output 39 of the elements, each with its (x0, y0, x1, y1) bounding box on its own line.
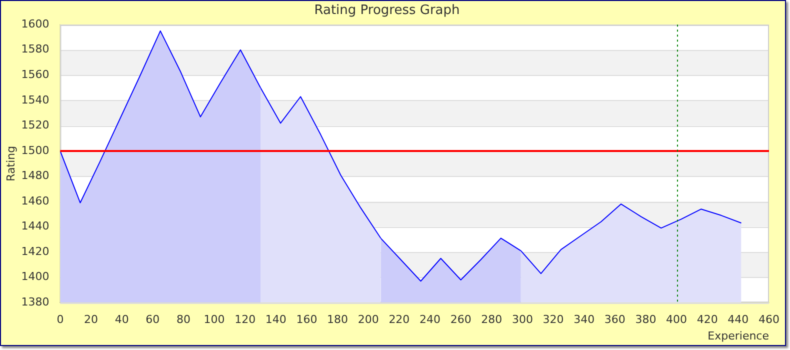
x-tick-label: 20 (84, 313, 98, 326)
x-tick-label: 80 (176, 313, 190, 326)
y-tick-label: 1480 (21, 169, 50, 182)
y-tick-label: 1560 (21, 68, 50, 82)
y-axis-title: Rating (4, 146, 18, 182)
y-tick-label: 1580 (21, 42, 50, 56)
x-tick-label: 200 (358, 313, 379, 326)
x-tick-label: 260 (450, 313, 472, 326)
x-tick-label: 400 (666, 313, 688, 326)
x-axis-title: Experience (708, 329, 770, 342)
y-tick-label: 1400 (21, 270, 50, 284)
x-tick-label: 380 (635, 313, 656, 326)
x-tick-label: 180 (327, 313, 348, 326)
x-tick-label: 360 (604, 313, 626, 326)
x-tick-label: 340 (574, 313, 595, 326)
x-tick-label: 320 (542, 313, 564, 326)
y-tick-label: 1380 (21, 295, 50, 308)
y-tick-label: 1420 (21, 244, 50, 258)
x-tick-label: 300 (512, 313, 533, 326)
x-tick-label: 460 (758, 313, 780, 326)
x-tick-label: 280 (481, 313, 502, 326)
x-tick-label: 440 (728, 313, 749, 326)
y-tick-label: 1500 (21, 144, 50, 157)
y-tick-label: 1600 (21, 17, 50, 30)
x-tick-label: 140 (265, 313, 286, 326)
x-tick-label: 0 (56, 313, 64, 326)
x-tick-label: 420 (696, 313, 718, 326)
chart-title: Rating Progress Graph (314, 3, 460, 18)
x-tick-label: 40 (114, 313, 129, 326)
x-tick-label: 220 (388, 313, 410, 326)
x-tick-label: 160 (296, 313, 318, 326)
y-tick-label: 1540 (21, 93, 50, 106)
y-tick-label: 1440 (21, 220, 50, 233)
x-tick-label: 60 (146, 313, 160, 326)
y-tick-label: 1460 (21, 194, 50, 208)
y-tick-label: 1520 (21, 118, 50, 132)
x-tick-label: 100 (204, 313, 225, 326)
x-tick-label: 120 (234, 313, 256, 326)
x-tick-label: 240 (420, 313, 441, 326)
